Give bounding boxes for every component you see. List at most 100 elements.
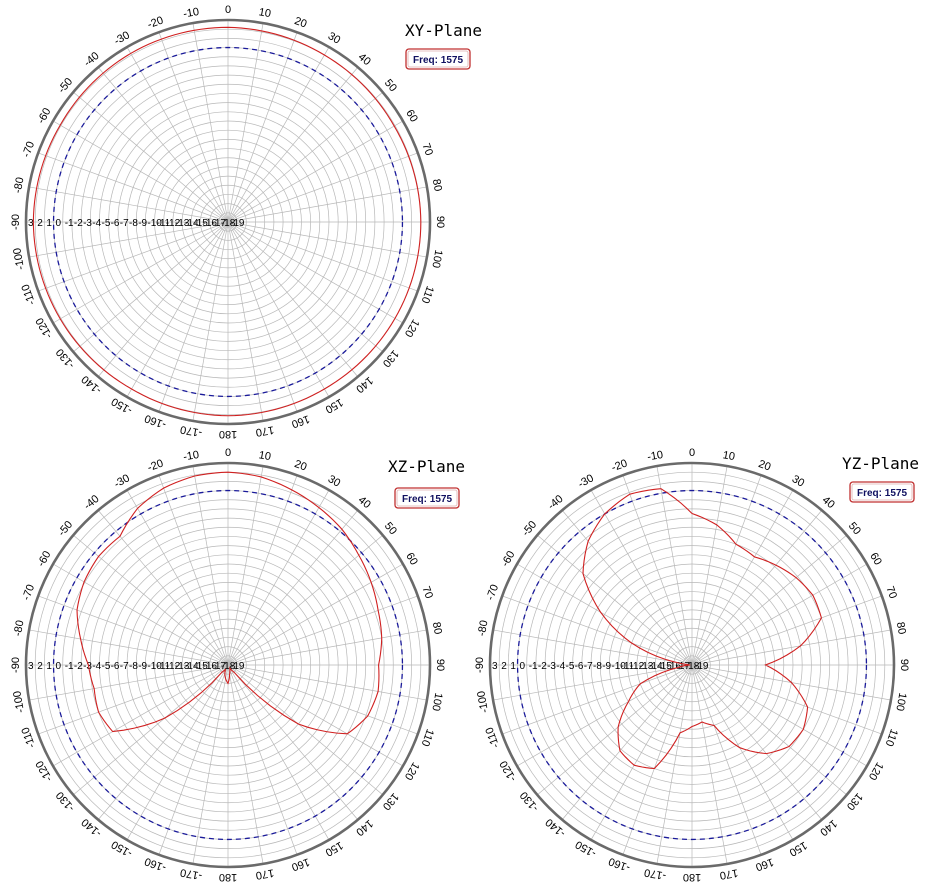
grid-spoke: [97, 67, 229, 223]
grid-spoke: [73, 664, 229, 796]
radial-tick-label: -16: [667, 661, 682, 672]
grid-spoke: [561, 510, 693, 666]
polar-chart-3: 3 2 1 0 -1 -2 -3 -4 -5 -6 -7 -8 -9 -10-11-12-13-14-15…: [474, 447, 919, 883]
radial-tick-label: -10: [611, 661, 626, 672]
angle-tick-label: -130: [54, 346, 77, 371]
grid-spoke: [656, 466, 693, 666]
radial-tick-label: -15: [657, 661, 672, 672]
grid-spoke: [227, 23, 264, 223]
radial-tick-label: -6: [111, 218, 120, 229]
reference-ring: [52, 46, 404, 398]
grid-spoke: [227, 91, 383, 223]
angle-tick-label: 0: [225, 447, 231, 459]
grid-spoke: [493, 664, 693, 701]
grid-spoke: [73, 221, 229, 353]
grid-spoke: [590, 489, 693, 666]
grid-spoke: [97, 664, 229, 820]
grid-spoke: [691, 595, 882, 666]
radial-tick-label: -13: [639, 661, 654, 672]
radial-tick-label: -19: [230, 218, 245, 229]
angle-tick-label: 90: [898, 659, 910, 671]
radial-tick-label: -4: [92, 218, 101, 229]
radial-tick-label: -4: [556, 661, 565, 672]
chart-title: XY-Plane: [405, 21, 482, 40]
grid-spoke: [227, 664, 418, 735]
angle-tick-label: -70: [20, 140, 37, 159]
radial-tick-label: -14: [184, 218, 199, 229]
grid-spoke: [227, 46, 330, 223]
grid-spoke: [192, 466, 229, 666]
angle-tick-label: 100: [429, 692, 444, 712]
radial-tick-label: 3: [28, 218, 34, 229]
grid-spoke: [691, 563, 868, 666]
grid-spoke: [126, 46, 229, 223]
angle-tick-label: 60: [867, 551, 884, 568]
radial-tick-label: -2: [74, 218, 83, 229]
radial-tick-label: -6: [575, 661, 584, 672]
grid-spoke: [158, 32, 229, 223]
angle-tick-label: 50: [382, 77, 399, 94]
grid-spoke: [38, 595, 229, 666]
radial-tick-label: -18: [685, 661, 700, 672]
radial-tick-label: 2: [37, 661, 43, 672]
grid-spoke: [38, 152, 229, 223]
radial-tick-label: -4: [92, 661, 101, 672]
radial-tick-label: 0: [520, 661, 526, 672]
radial-tick-label: -3: [83, 218, 92, 229]
grid-spoke: [537, 534, 693, 666]
grid-spoke: [192, 221, 229, 421]
angle-tick-label: 110: [419, 727, 436, 748]
radial-tick-label: -3: [83, 661, 92, 672]
angle-tick-label: -80: [12, 176, 27, 194]
angle-tick-label: -170: [643, 866, 667, 882]
grid-spoke: [227, 466, 264, 666]
grid-spoke: [227, 221, 298, 412]
freq-badge: [405, 48, 471, 70]
radial-tick-label: -8: [129, 661, 138, 672]
angle-tick-label: 30: [790, 473, 807, 490]
chart-title: XZ-Plane: [388, 457, 465, 476]
radial-tick-label: -12: [166, 661, 181, 672]
radial-tick-label: -13: [175, 218, 190, 229]
grid-spoke: [38, 664, 229, 735]
grid-spoke: [227, 664, 330, 841]
angle-tick-label: 60: [403, 108, 420, 125]
grid-spoke: [691, 664, 847, 796]
angle-tick-label: 170: [719, 866, 739, 881]
angle-tick-label: 70: [419, 142, 434, 158]
grid-spoke: [493, 629, 693, 666]
grid-spoke: [227, 186, 427, 223]
grid-spoke: [561, 664, 693, 820]
angle-tick-label: 40: [820, 494, 837, 511]
angle-tick-label: 10: [258, 6, 272, 20]
outer-ring: [24, 18, 432, 426]
radial-tick-label: -18: [221, 218, 236, 229]
angle-tick-label: 50: [846, 520, 863, 537]
grid-spoke: [691, 664, 823, 820]
angle-tick-label: -70: [484, 583, 501, 602]
radial-tick-label: -5: [102, 661, 111, 672]
radial-tick-label: -14: [648, 661, 663, 672]
pattern-series-1: [76, 471, 383, 735]
grid-spoke: [97, 221, 229, 377]
angle-tick-label: 170: [255, 866, 275, 881]
grid-spoke: [227, 489, 330, 666]
grid-spoke: [622, 475, 693, 666]
grid-spoke: [227, 664, 383, 796]
grid-spoke: [502, 595, 693, 666]
angle-tick-label: 80: [430, 178, 444, 192]
grid-spoke: [227, 664, 404, 767]
radial-tick-label: 1: [46, 661, 52, 672]
grid-spoke: [227, 221, 264, 421]
angle-tick-label: -170: [179, 866, 203, 882]
angle-tick-label: 160: [754, 855, 775, 873]
grid-spoke: [691, 475, 762, 666]
grid-spoke: [227, 475, 298, 666]
grid-spoke: [691, 510, 823, 666]
radial-tick-label: -15: [193, 661, 208, 672]
freq-badge-label: Freq: 1575: [413, 55, 463, 66]
angle-tick-label: -130: [54, 789, 77, 814]
grid-spoke: [227, 221, 330, 398]
grid-spoke: [691, 664, 762, 855]
radial-tick-label: 0: [56, 218, 62, 229]
